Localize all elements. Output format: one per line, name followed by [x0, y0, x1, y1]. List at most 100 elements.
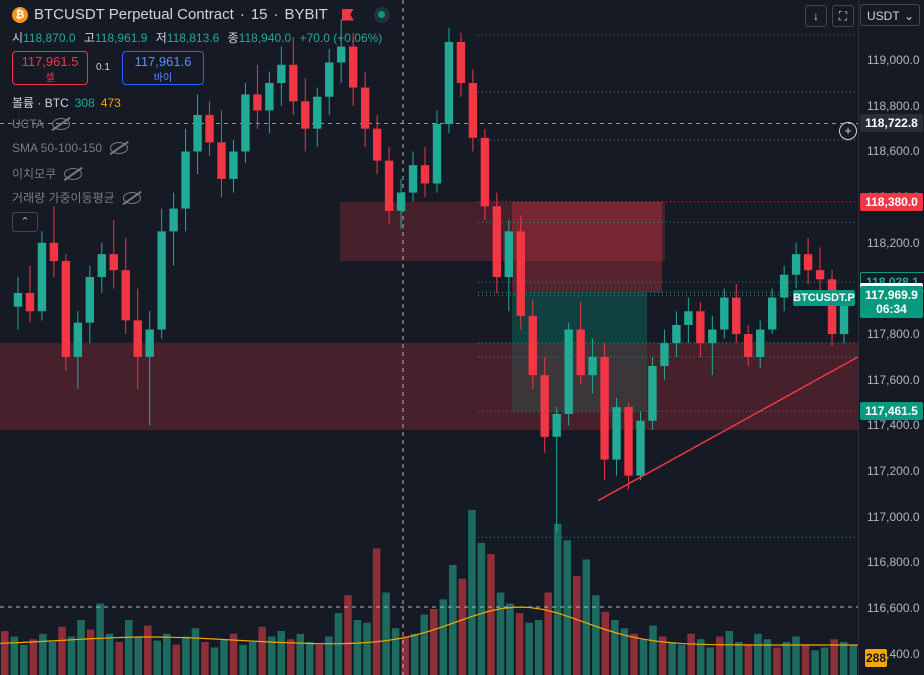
interval-label[interactable]: 15	[250, 6, 268, 23]
order-quantity[interactable]: 0.1	[96, 62, 110, 73]
candle-body	[815, 270, 825, 280]
candle-body	[97, 254, 106, 278]
collapse-legend-button[interactable]: ⌃	[12, 212, 38, 232]
volume-bar	[20, 644, 28, 675]
change-value: +70.0 (+0.06%)	[299, 31, 383, 45]
volume-bar	[601, 611, 610, 675]
axis-tick-label: 117,000.0	[867, 509, 920, 524]
candle-body	[217, 142, 226, 179]
market-status-icon[interactable]	[373, 6, 390, 23]
buy-button[interactable]: 117,961.6 바이	[122, 51, 204, 85]
volume-bar	[306, 642, 314, 675]
candle-body	[756, 329, 765, 357]
candle-body	[444, 41, 454, 125]
volume-bar	[134, 636, 142, 675]
low-label: 저	[155, 31, 167, 45]
vwma-indicator[interactable]: 거래량 가중이동평균	[12, 189, 141, 206]
volume-bar	[592, 595, 600, 675]
sma-indicator[interactable]: SMA 50-100-150	[12, 141, 129, 155]
axis-price-label: 288	[865, 649, 887, 668]
axis-tick-label: 117,400.0	[867, 418, 920, 433]
chevron-down-icon: ⌄	[903, 9, 914, 23]
candle-body	[408, 165, 418, 193]
candle-body	[779, 274, 789, 298]
candle-body	[648, 366, 657, 421]
volume-bar	[1, 631, 9, 675]
volume-bar	[248, 642, 257, 675]
candle-body	[839, 295, 849, 335]
volume-bar	[58, 626, 66, 675]
vwma-label: 거래량 가중이동평균	[12, 191, 115, 205]
sell-button[interactable]: 117,961.5 셀	[12, 51, 88, 85]
candle-body	[660, 343, 669, 367]
volume-bar	[258, 626, 266, 675]
candle-body	[540, 375, 549, 437]
volume-bar	[687, 633, 695, 675]
volume-bar	[439, 599, 448, 675]
candle-body	[612, 407, 621, 460]
volume-bar	[420, 614, 428, 675]
volume-bar	[287, 639, 295, 675]
low-value: 118,813.6	[166, 31, 220, 45]
volume-bar	[353, 620, 362, 675]
ucta-indicator[interactable]: UCTA	[12, 117, 70, 131]
price-axis[interactable]: 119,000.0118,800.0118,600.0118,400.0118,…	[858, 0, 924, 675]
high-value: 118,961.9	[94, 31, 148, 45]
candle-body	[277, 64, 286, 84]
volume-bar	[172, 644, 181, 675]
volume-bar	[239, 644, 247, 675]
candle-body	[708, 329, 717, 344]
add-alert-plus-icon[interactable]: +	[839, 122, 857, 140]
volume-bar	[487, 554, 495, 675]
volume-bar	[716, 636, 724, 675]
supply-zone	[340, 201, 665, 262]
volume-bar	[839, 642, 848, 675]
volume-bar	[344, 595, 352, 675]
volume-bar	[611, 620, 619, 675]
price-chart[interactable]	[0, 0, 858, 675]
volume-bar	[191, 628, 200, 675]
candle-body	[420, 165, 430, 184]
volume-bar	[163, 633, 171, 675]
symbol-title[interactable]: BTCUSDT Perpetual Contract	[34, 6, 234, 23]
candle-body	[803, 254, 813, 271]
volume-bar	[630, 633, 638, 675]
eye-hidden-icon[interactable]	[64, 167, 83, 180]
ichimoku-indicator[interactable]: 이치모쿠	[12, 165, 83, 182]
axis-tick-label: 116,800.0	[867, 555, 920, 570]
candle-body	[636, 420, 645, 476]
volume-bar	[86, 629, 95, 675]
candle-body	[672, 324, 681, 344]
candle-body	[265, 83, 274, 111]
eye-hidden-icon[interactable]	[122, 191, 141, 204]
volume-bar	[48, 642, 57, 675]
volume-bar	[153, 640, 162, 675]
sma-label: SMA 50-100-150	[12, 141, 103, 155]
candle-body	[516, 231, 525, 316]
candle-body	[313, 96, 322, 129]
candle-body	[480, 137, 490, 207]
candle-body	[624, 407, 633, 476]
volume-bar	[201, 642, 209, 675]
candle-body	[744, 334, 753, 357]
volume-bar	[77, 620, 85, 675]
candle-body	[133, 320, 142, 357]
volume-bar	[449, 565, 457, 675]
volume-bar	[29, 639, 38, 675]
currency-value: USDT	[867, 9, 900, 23]
volume-bar	[735, 642, 743, 675]
trendline	[597, 356, 858, 502]
currency-select[interactable]: USDT ⌄	[860, 4, 920, 26]
volume-bar	[620, 628, 629, 675]
flag-icon[interactable]	[341, 8, 354, 21]
candle-body	[85, 277, 95, 323]
eye-hidden-icon[interactable]	[51, 118, 70, 130]
candle-body	[13, 292, 23, 307]
volume-bar	[115, 642, 123, 675]
volume-bar	[744, 644, 753, 675]
eye-hidden-icon[interactable]	[110, 142, 129, 154]
volume-indicator[interactable]: 볼륨 · BTC 308 473	[12, 94, 121, 111]
header-sep-1: ·	[239, 6, 245, 23]
scroll-down-button[interactable]: ↓	[805, 5, 827, 27]
fullscreen-button[interactable]: ⛶	[832, 5, 854, 27]
